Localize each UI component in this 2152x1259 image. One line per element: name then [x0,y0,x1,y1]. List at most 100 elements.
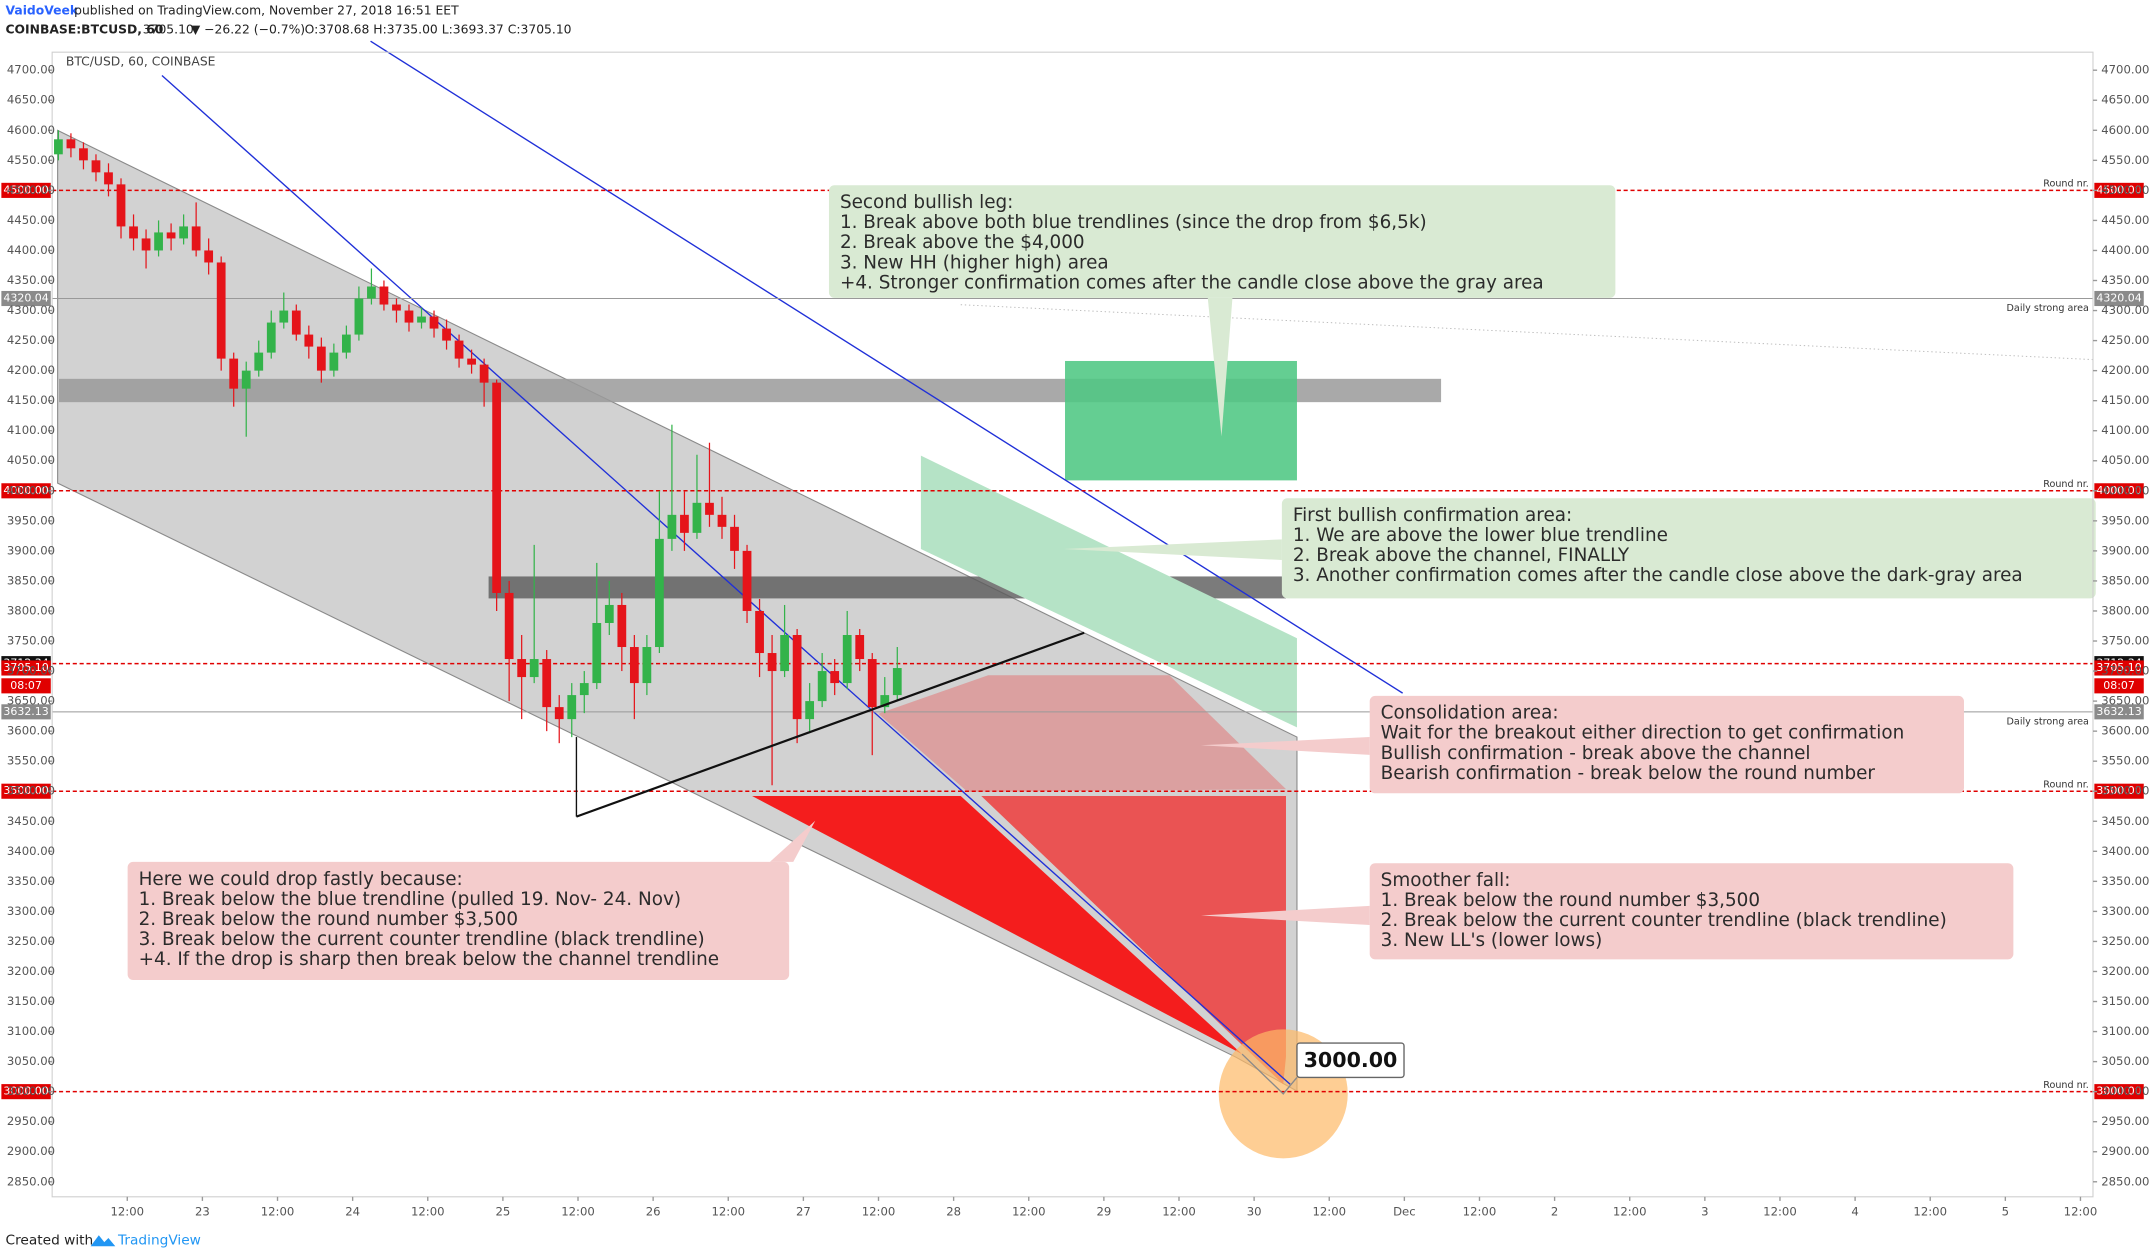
candle-body [367,286,376,299]
candle-body [780,635,789,672]
header: VaidoVeek published on TradingView.com, … [5,4,571,37]
level-note: Daily strong area [2007,716,2089,727]
x-tick-label: 12:00 [2064,1204,2098,1218]
callout-line: First bullish confirmation area: [1293,505,1572,526]
x-tick-label: 30 [1247,1204,1262,1218]
candle-body [792,635,802,720]
candle-body [604,604,614,623]
callout-line: Wait for the breakout either direction t… [1381,723,1905,744]
y-tick-label: 4150.00 [2101,393,2149,407]
symbol: COINBASE:BTCUSD, 60 [5,23,163,37]
x-tick-label: 12:00 [711,1204,745,1218]
candle-body [830,671,840,684]
annotations: Second bullish leg:1. Break above both b… [127,185,2096,980]
candle-body [429,316,439,329]
y-tick-label: 3400.00 [7,844,55,858]
y-tick-label: 3300.00 [2101,904,2149,918]
y-tick-label: 3350.00 [2101,874,2149,888]
countdown: 08:07 [2103,679,2135,692]
y-tick-label: 3950.00 [2101,513,2149,527]
y-tick-label: 3350.00 [7,874,55,888]
candle-body [379,286,389,305]
callout-line: 2. Break above the channel, FINALLY [1293,545,1630,566]
callout-box [1369,695,1964,794]
y-tick-label: 2900.00 [7,1144,55,1158]
target-pointer [1241,1053,1298,1095]
y-tick-label: 2950.00 [7,1114,55,1128]
y-tick-label: 3700.00 [2101,664,2149,678]
y-tick-label: 3500.00 [7,784,55,798]
callout-line: 2. Break below the current counter trend… [1381,910,1947,931]
y-tick-label: 4600.00 [2101,123,2149,137]
candle-body [542,659,552,708]
y-tick-label: 4100.00 [7,423,55,437]
candle-body [141,238,151,251]
plot-frame [51,51,2094,1198]
x-tick-label: 25 [495,1204,510,1218]
candle-body [166,232,176,239]
y-tick-label: 4500.00 [2101,183,2149,197]
y-tick-label: 3900.00 [2101,543,2149,557]
y-tick-label: 3150.00 [2101,994,2149,1008]
price-tag-label: 3500.00 [2096,784,2141,797]
x-tick-label: 23 [195,1204,210,1218]
x-tick-label: 12:00 [561,1204,595,1218]
y-tick-label: 4100.00 [2101,423,2149,437]
countdown-tag [2094,678,2144,694]
candle-body [717,514,727,527]
y-tick-label: 4200.00 [7,363,55,377]
price-tag [2094,1084,2144,1100]
created-with: Created with [5,1233,93,1249]
y-tick-label: 4700.00 [2101,63,2149,77]
price-tag [1,1084,51,1100]
candle-body [680,514,689,533]
x-tick-label: 12:00 [110,1204,144,1218]
callout-line: 1. Break above both blue trendlines (sin… [840,212,1427,233]
y-tick-label: 4650.00 [2101,93,2149,107]
y-tick-label: 3550.00 [7,754,55,768]
y-tick-label: 3000.00 [2101,1084,2149,1098]
price-tag-label: 4500.00 [2096,183,2141,196]
target-area [1065,360,1297,481]
x-tick-label: 29 [1096,1204,1111,1218]
callout-line: Bearish confirmation - break below the r… [1381,763,1876,784]
candle-body [266,322,276,353]
price-tag-label: 4500.00 [3,183,48,196]
price-tag [2094,783,2144,799]
level-note: Round nr. [2043,1080,2089,1091]
y-tick-label: 3750.00 [2101,634,2149,648]
y-tick-label: 4600.00 [7,123,55,137]
callout-line: +4. Stronger confirmation comes after th… [840,272,1544,293]
y-tick-label: 4050.00 [2101,453,2149,467]
y-tick-label: 3650.00 [2101,694,2149,708]
candle-body [554,707,564,720]
breakout-area [920,455,1297,728]
y-tick-label: 4350.00 [7,273,55,287]
y-tick-label: 3900.00 [7,543,55,557]
candle-body [705,502,714,515]
level-note: Daily strong area [2007,303,2089,314]
ohlc: O:3708.68 H:3735.00 L:3693.37 C:3705.10 [305,23,572,37]
x-tick-label: 12:00 [1463,1204,1497,1218]
candle-body [404,310,414,323]
price-tag [1,182,51,198]
candle-body [54,139,63,155]
y-tick-label: 4650.00 [7,93,55,107]
x-tick-label: 24 [345,1204,360,1218]
x-tick-label: 4 [1851,1204,1858,1218]
candle-body [479,364,489,383]
y-tick-label: 4000.00 [7,483,55,497]
price-tag [2094,290,2144,307]
axes: BTC/USD, 60, COINBASE 2850.00 2850.00 2900… [7,51,2149,1218]
price-tag [1,660,51,676]
candle-body [805,701,815,720]
candle-body [504,592,514,660]
callout-box [828,185,1616,298]
blue-trendline [370,40,1404,694]
price-tag [2094,483,2144,499]
y-tick-label: 3050.00 [2101,1054,2149,1068]
price-tag [1,483,51,499]
candle-body [304,334,314,347]
consolidation-area [878,675,1286,792]
price-tag-label: 4000.00 [3,484,48,497]
